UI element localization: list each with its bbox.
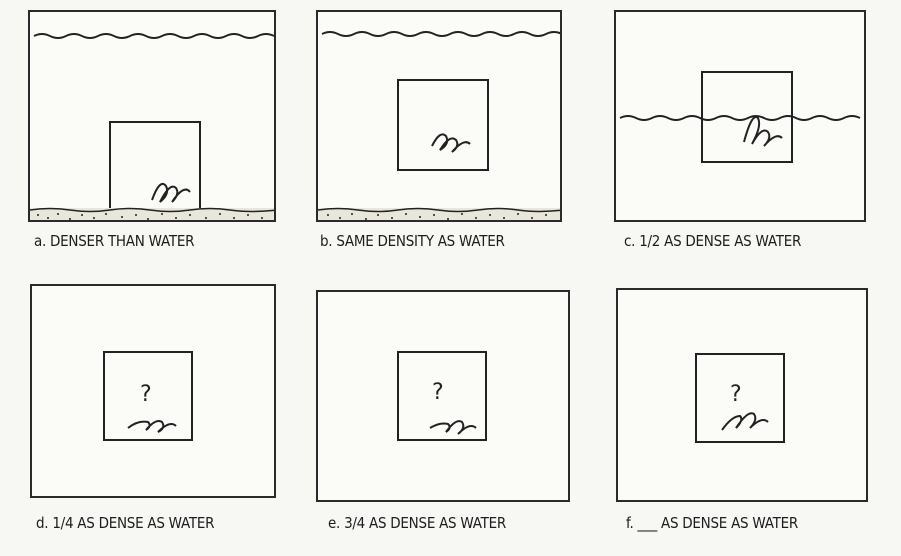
scribble bbox=[429, 420, 477, 435]
scribble bbox=[127, 420, 177, 433]
tank-b bbox=[316, 10, 562, 222]
tank-d-drawing bbox=[103, 351, 193, 441]
caption-f: f. ___ AS DENSE AS WATER bbox=[626, 514, 798, 532]
caption-a: a. DENSER THAN WATER bbox=[34, 232, 195, 250]
tank-b-drawing bbox=[318, 31, 560, 220]
caption-c: c. 1/2 AS DENSE AS WATER bbox=[624, 232, 802, 250]
water-surface-wave bbox=[321, 31, 560, 37]
caption-d: d. 1/4 AS DENSE AS WATER bbox=[36, 514, 215, 532]
tank-d: ? bbox=[30, 284, 276, 498]
block bbox=[397, 79, 489, 171]
caption-e: e. 3/4 AS DENSE AS WATER bbox=[328, 514, 506, 532]
tank-c-drawing bbox=[619, 71, 861, 163]
scribble bbox=[721, 412, 769, 431]
tank-c bbox=[614, 10, 866, 222]
block bbox=[695, 353, 785, 443]
question-mark: ? bbox=[432, 380, 444, 405]
scribble bbox=[431, 133, 471, 153]
block bbox=[701, 71, 793, 163]
tank-a-drawing bbox=[30, 33, 274, 220]
scribble bbox=[743, 116, 783, 147]
tank-e-drawing bbox=[397, 351, 487, 441]
question-mark: ? bbox=[140, 382, 152, 407]
question-mark: ? bbox=[730, 382, 742, 407]
water-surface-wave bbox=[619, 115, 861, 121]
tank-f: ? bbox=[616, 288, 868, 502]
tank-a bbox=[28, 10, 276, 222]
caption-b: b. SAME DENSITY AS WATER bbox=[320, 232, 505, 250]
water-surface-wave bbox=[33, 33, 274, 39]
tank-e: ? bbox=[316, 290, 570, 502]
scribble bbox=[151, 182, 191, 203]
block bbox=[109, 121, 201, 213]
block bbox=[103, 351, 193, 441]
tank-f-drawing bbox=[695, 353, 785, 443]
